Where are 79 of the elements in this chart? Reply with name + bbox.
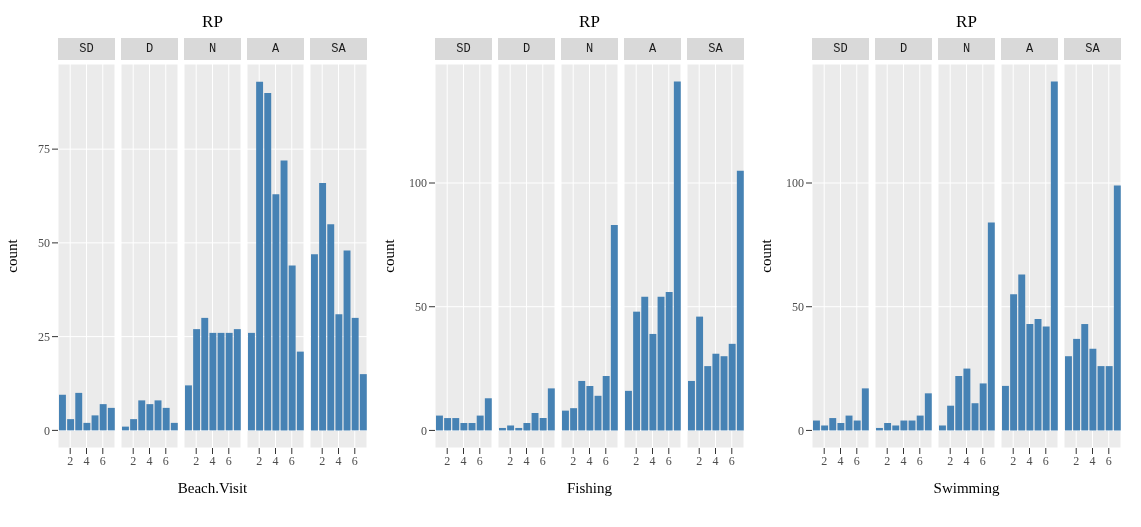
y-axis-title: count: [381, 238, 398, 273]
x-tick-label: 6: [853, 453, 860, 468]
x-tick-label: 4: [837, 453, 844, 468]
x-tick-label: 2: [947, 453, 954, 468]
x-tick-label: 4: [963, 453, 970, 468]
x-tick-label: 2: [130, 453, 137, 468]
x-tick-label: 6: [1105, 453, 1112, 468]
chart-subtitle: SD: [812, 38, 869, 60]
chart-subtitle: A: [1001, 38, 1058, 60]
x-axis-title: Beach.Visit: [177, 480, 248, 497]
x-tick-label: 6: [476, 453, 483, 468]
x-tick-label: 2: [884, 453, 891, 468]
x-tick-label: 2: [319, 453, 326, 468]
y-tick-label: 25: [38, 329, 50, 344]
x-tick-label: 6: [99, 453, 106, 468]
x-tick-label: 6: [1042, 453, 1049, 468]
x-axis-title: Swimming: [933, 480, 1000, 497]
chart-subtitle: N: [184, 38, 241, 60]
x-tick-label: 6: [162, 453, 169, 468]
chart-subtitle: D: [121, 38, 178, 60]
x-tick-label: 6: [979, 453, 986, 468]
x-tick-label: 4: [460, 453, 467, 468]
chart-subtitle: N: [561, 38, 618, 60]
x-tick-label: 2: [1073, 453, 1080, 468]
x-tick-label: 4: [586, 453, 593, 468]
x-tick-label: 4: [1026, 453, 1033, 468]
x-tick-label: 4: [649, 453, 656, 468]
x-tick-label: 4: [272, 453, 279, 468]
y-tick-label: 100: [786, 176, 804, 191]
x-tick-label: 4: [335, 453, 342, 468]
x-tick-label: 4: [209, 453, 216, 468]
x-tick-label: 6: [288, 453, 295, 468]
x-tick-label: 6: [665, 453, 672, 468]
chart-subtitle: A: [624, 38, 681, 60]
y-tick-label: 0: [421, 423, 427, 438]
chart-subtitle: SD: [435, 38, 492, 60]
y-tick-label: 0: [44, 423, 50, 438]
x-tick-label: 6: [602, 453, 609, 468]
chart-title: RP: [579, 12, 600, 32]
x-axis-title: Fishing: [566, 480, 613, 497]
y-tick-label: 75: [38, 142, 50, 157]
x-tick-label: 2: [67, 453, 74, 468]
x-tick-label: 4: [712, 453, 719, 468]
chart-title: RP: [956, 12, 977, 32]
x-tick-label: 2: [570, 453, 577, 468]
chart-subtitle: SA: [310, 38, 367, 60]
x-tick-label: 2: [444, 453, 451, 468]
x-tick-label: 2: [193, 453, 200, 468]
y-tick-label: 50: [415, 299, 427, 314]
chart-subtitle: SD: [58, 38, 115, 60]
chart-title: RP: [202, 12, 223, 32]
x-tick-label: 6: [539, 453, 546, 468]
x-tick-label: 4: [1089, 453, 1096, 468]
x-tick-label: 6: [916, 453, 923, 468]
x-tick-label: 2: [633, 453, 640, 468]
y-tick-label: 50: [38, 236, 50, 251]
x-tick-label: 4: [900, 453, 907, 468]
chart-subtitle: SA: [1064, 38, 1121, 60]
x-tick-label: 6: [728, 453, 735, 468]
x-tick-label: 4: [523, 453, 530, 468]
chart-subtitle: A: [247, 38, 304, 60]
x-tick-label: 2: [821, 453, 828, 468]
x-tick-label: 6: [225, 453, 232, 468]
y-tick-label: 100: [409, 176, 427, 191]
x-tick-label: 4: [146, 453, 153, 468]
chart-subtitle: SA: [687, 38, 744, 60]
chart-subtitle: N: [938, 38, 995, 60]
chart-subtitle: D: [498, 38, 555, 60]
x-tick-label: 2: [507, 453, 514, 468]
x-tick-label: 6: [351, 453, 358, 468]
y-axis-title: count: [4, 238, 21, 273]
y-axis-title: count: [758, 238, 775, 273]
x-tick-label: 2: [1010, 453, 1017, 468]
y-tick-label: 0: [798, 423, 804, 438]
x-tick-label: 2: [256, 453, 263, 468]
x-tick-label: 2: [696, 453, 703, 468]
y-tick-label: 50: [792, 299, 804, 314]
chart-subtitle: D: [875, 38, 932, 60]
x-tick-label: 4: [83, 453, 90, 468]
